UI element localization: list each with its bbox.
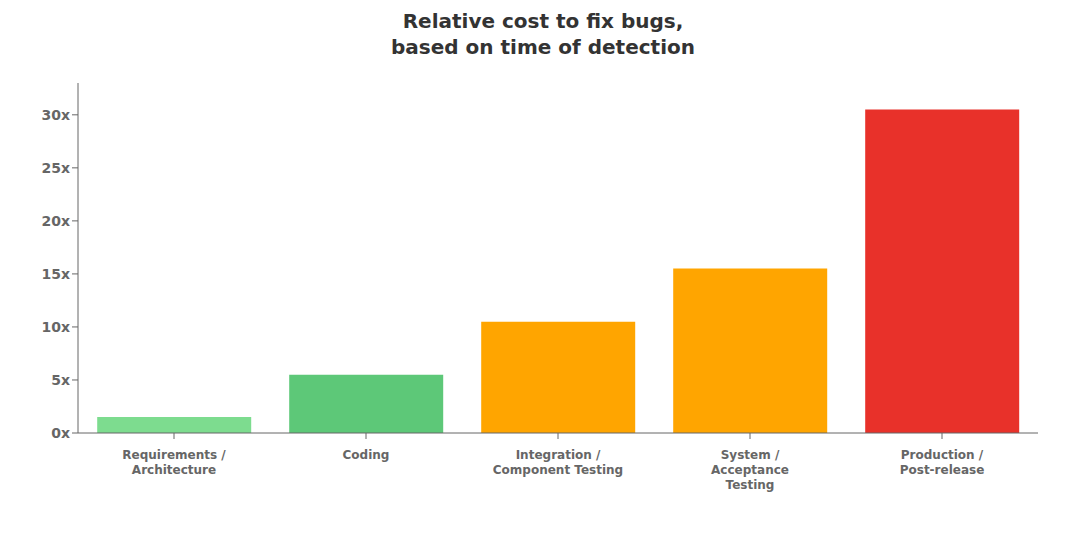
svg-text:System /AcceptanceTesting: System /AcceptanceTesting (711, 448, 789, 492)
svg-text:10x: 10x (41, 319, 70, 335)
html-text:Relative cost to fix bugs,: Relative cost to fix bugs, (402, 9, 684, 33)
svg-text:Production /Post-release: Production /Post-release (900, 448, 985, 477)
html-text:based on time of detection: based on time of detection (391, 35, 695, 59)
svg-text:Integration /Component Testing: Integration /Component Testing (493, 448, 623, 477)
svg-text:20x: 20x (41, 213, 70, 229)
svg-text:5x: 5x (51, 372, 70, 388)
svg-text:Coding: Coding (343, 448, 390, 462)
svg-text:Requirements /Architecture: Requirements /Architecture (122, 448, 226, 477)
svg-text:30x: 30x (41, 107, 70, 123)
svg-text:25x: 25x (41, 160, 70, 176)
svg-text:0x: 0x (51, 425, 70, 441)
svg-text:15x: 15x (41, 266, 70, 282)
